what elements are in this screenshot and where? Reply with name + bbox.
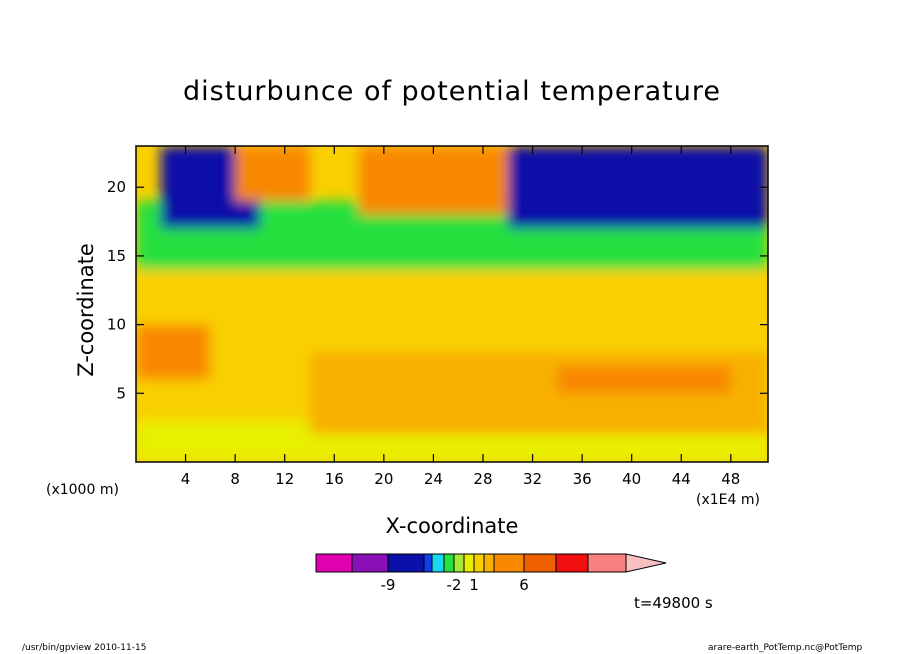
x-scale-note: (x1E4 m)	[696, 492, 760, 508]
x-tick-label: 40	[622, 470, 641, 488]
colorbar-tick-label: 6	[519, 576, 529, 594]
x-unit-note: (x1000 m)	[46, 482, 119, 498]
time-label: t=49800 s	[634, 594, 713, 612]
x-tick-label: 28	[473, 470, 492, 488]
y-tick-label: 15	[107, 247, 126, 265]
colorbar-segment	[555, 553, 589, 573]
colorbar-tick-label: -2	[447, 576, 462, 594]
colorbar-segment	[473, 553, 485, 573]
colorbar: -9 -2 1 6	[315, 553, 667, 594]
colorbar-segment	[431, 553, 445, 573]
y-tick-label: 10	[107, 316, 126, 334]
colorbar-tick-label: -9	[381, 576, 396, 594]
field-region-positive-upper	[235, 146, 310, 201]
colorbar-segment	[387, 553, 425, 573]
field-region-negative-high	[507, 146, 768, 229]
colorbar-segment	[315, 553, 353, 573]
x-tick-label: 36	[573, 470, 592, 488]
colorbar-segment	[587, 553, 627, 573]
field-region-positive-high	[136, 324, 211, 380]
x-tick-label: 12	[275, 470, 294, 488]
field-region-positive-high	[557, 365, 731, 394]
x-tick-label: 24	[424, 470, 443, 488]
footer-file-variable: arare-earth_PotTemp.nc@PotTemp	[708, 643, 863, 653]
plot-area	[136, 146, 768, 462]
colorbar-segment	[423, 553, 433, 573]
footer-program-date: /usr/bin/gpview 2010-11-15	[22, 643, 147, 653]
colorbar-segment	[523, 553, 557, 573]
y-tick-label: 5	[116, 384, 126, 402]
chart-title: disturbunce of potential temperature	[183, 76, 721, 107]
x-tick-label: 32	[523, 470, 542, 488]
colorbar-tick-label: 1	[469, 576, 479, 594]
x-axis-label: X-coordinate	[385, 514, 519, 538]
x-tick-label: 16	[325, 470, 344, 488]
x-tick-label: 8	[230, 470, 240, 488]
x-tick-label: 44	[672, 470, 691, 488]
colorbar-segment	[493, 553, 525, 573]
colorbar-segment	[463, 553, 475, 573]
x-tick-label: 20	[374, 470, 393, 488]
field-region-positive-upper	[359, 146, 508, 215]
colorbar-segment	[351, 553, 389, 573]
colorbar-segment	[443, 553, 455, 573]
x-tick-label: 4	[181, 470, 191, 488]
colorbar-extend-arrow	[625, 553, 667, 573]
plot-frame	[135, 145, 769, 463]
x-tick-label: 48	[721, 470, 740, 488]
y-tick-label: 20	[107, 178, 126, 196]
colorbar-segment	[483, 553, 495, 573]
colorbar-segment	[453, 553, 465, 573]
